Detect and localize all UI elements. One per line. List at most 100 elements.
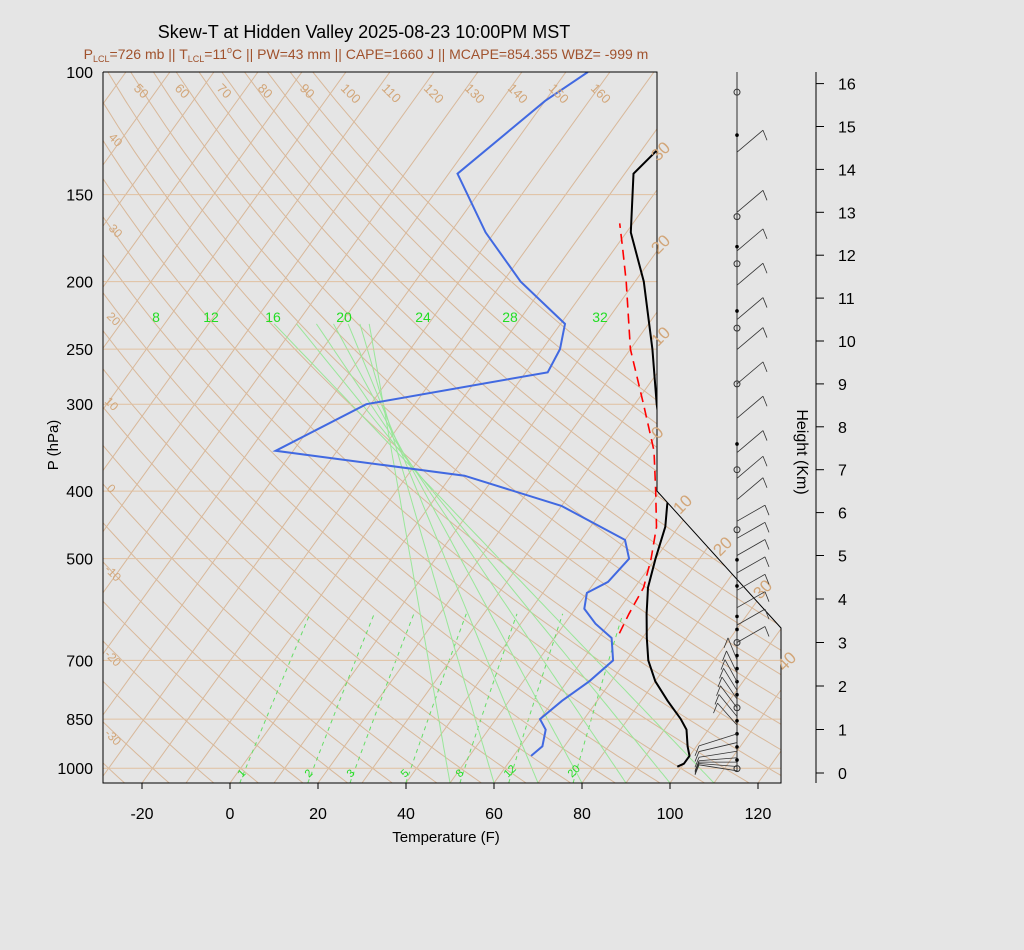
dry-adiabat bbox=[103, 72, 349, 783]
subtitle-rest: C || PW=43 mm || CAPE=1660 J || MCAPE=85… bbox=[232, 46, 648, 62]
subtitle-p-lcl-sub: LCL bbox=[93, 54, 110, 64]
moist-adiabat bbox=[368, 323, 451, 783]
wind-barb-flag bbox=[764, 539, 770, 550]
wind-barb-flag bbox=[764, 556, 770, 568]
isotherm-line bbox=[103, 72, 523, 783]
wind-barb bbox=[736, 477, 764, 501]
subtitle-t-lcl-sub: LCL bbox=[188, 54, 205, 64]
wind-barb-flag bbox=[764, 608, 770, 620]
pressure-tick-label: 1000 bbox=[57, 761, 93, 778]
wind-barb-flag bbox=[762, 396, 768, 407]
temperature-profile bbox=[629, 72, 761, 768]
height-tick-label: 4 bbox=[838, 592, 847, 609]
wind-barb bbox=[736, 573, 766, 591]
isotherm-line bbox=[103, 72, 127, 783]
level-dot-marker bbox=[735, 133, 739, 137]
mixing-ratio-bottom-label: 20 bbox=[566, 763, 583, 780]
x-tick-label: 100 bbox=[657, 806, 684, 823]
isotherm-line bbox=[802, 72, 1024, 783]
isotherm-line bbox=[0, 72, 82, 783]
isotherm-label: 140 bbox=[505, 81, 531, 107]
adiabat-label: 10 bbox=[669, 491, 696, 518]
pressure-tick-label: 200 bbox=[66, 275, 93, 292]
isotherm-line bbox=[978, 72, 1024, 783]
height-tick-label: 15 bbox=[838, 120, 856, 137]
wind-barb-flag bbox=[764, 522, 770, 533]
wind-barb-flag bbox=[762, 361, 768, 373]
level-dot-marker bbox=[735, 758, 739, 762]
dry-adiabat bbox=[152, 72, 781, 783]
level-dot-marker bbox=[735, 627, 739, 632]
wind-barb-flag bbox=[762, 327, 768, 338]
height-tick-label: 5 bbox=[838, 549, 847, 566]
isotherm-label: 60 bbox=[172, 81, 193, 102]
wind-barb-flag bbox=[719, 668, 724, 679]
adiabat-label: 20 bbox=[647, 231, 674, 258]
dry-adiabat bbox=[175, 72, 781, 783]
isotherm-line bbox=[449, 72, 781, 783]
level-open-marker bbox=[733, 213, 741, 221]
wind-barb bbox=[736, 539, 766, 556]
wind-barb-flag bbox=[762, 228, 768, 240]
isotherm-line bbox=[0, 72, 38, 783]
wind-barb bbox=[698, 757, 738, 762]
adiabat-label: 20 bbox=[709, 533, 736, 560]
height-axis-label: Height (Km) bbox=[793, 409, 810, 494]
wind-barb-flag bbox=[762, 456, 768, 467]
level-dot-marker bbox=[735, 719, 739, 723]
mixing-ratio-line bbox=[239, 613, 311, 783]
wind-barb-flag bbox=[764, 574, 770, 585]
isotherm-line bbox=[361, 72, 781, 783]
wind-barb bbox=[736, 626, 766, 643]
wind-barb-flag bbox=[720, 659, 726, 670]
isotherm-left-label: 10 bbox=[102, 394, 122, 414]
subtitle-t-lcl: T bbox=[179, 46, 188, 62]
dry-adiabat bbox=[103, 72, 750, 783]
x-tick-label: 20 bbox=[309, 806, 327, 823]
plot-frame bbox=[102, 71, 782, 784]
height-tick-label: 3 bbox=[838, 636, 847, 653]
dry-adiabat bbox=[103, 72, 482, 783]
isotherm-line bbox=[103, 72, 303, 783]
level-dot-marker bbox=[735, 309, 739, 313]
wind-barb bbox=[736, 361, 764, 385]
dry-adiabat bbox=[103, 72, 125, 783]
pressure-tick-label: 500 bbox=[66, 552, 93, 569]
wind-barb bbox=[736, 556, 766, 574]
level-dot-marker bbox=[735, 653, 739, 658]
chart-title: Skew-T at Hidden Valley 2025-08-23 10:00… bbox=[158, 22, 571, 42]
wind-barb-flag bbox=[717, 676, 723, 688]
isotherm-label: 100 bbox=[338, 81, 364, 107]
dry-adiabat bbox=[103, 72, 781, 783]
wind-barb bbox=[736, 455, 764, 479]
level-dot-marker bbox=[735, 692, 739, 697]
height-tick-label: 1 bbox=[838, 723, 847, 740]
subtitle-p-lcl-value: =726 mb || bbox=[110, 46, 180, 62]
wind-barb bbox=[736, 129, 764, 153]
dry-adiabat bbox=[103, 72, 170, 783]
isotherm-line bbox=[890, 72, 1024, 783]
height-tick-label: 13 bbox=[838, 205, 856, 222]
mixing-ratio-top-label: 20 bbox=[336, 309, 352, 325]
wind-barb bbox=[724, 659, 738, 682]
wind-barb bbox=[736, 521, 766, 539]
isotherm-label: 90 bbox=[297, 81, 318, 102]
wind-barb bbox=[698, 733, 738, 747]
subtitle-degree: o bbox=[227, 45, 232, 55]
wind-barb bbox=[736, 228, 764, 252]
wind-barb-flag bbox=[762, 263, 768, 274]
isotherm-line bbox=[581, 72, 781, 783]
level-dot-marker bbox=[735, 558, 739, 562]
wind-barb-flag bbox=[722, 650, 727, 662]
isotherm-line bbox=[537, 72, 781, 783]
wind-barb-flag bbox=[694, 745, 700, 756]
dry-adiabat bbox=[266, 72, 781, 783]
isotherm-line bbox=[103, 72, 479, 783]
wind-barb-flag bbox=[723, 637, 729, 649]
wind-barb-flag bbox=[762, 190, 768, 201]
wind-barb-flag bbox=[694, 751, 700, 762]
wind-barb bbox=[726, 650, 738, 674]
isotherm-line bbox=[669, 72, 781, 783]
isotherm-line bbox=[317, 72, 781, 783]
isotherm-line bbox=[185, 72, 699, 783]
